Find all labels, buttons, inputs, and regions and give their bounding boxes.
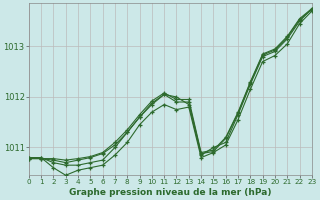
X-axis label: Graphe pression niveau de la mer (hPa): Graphe pression niveau de la mer (hPa): [69, 188, 272, 197]
